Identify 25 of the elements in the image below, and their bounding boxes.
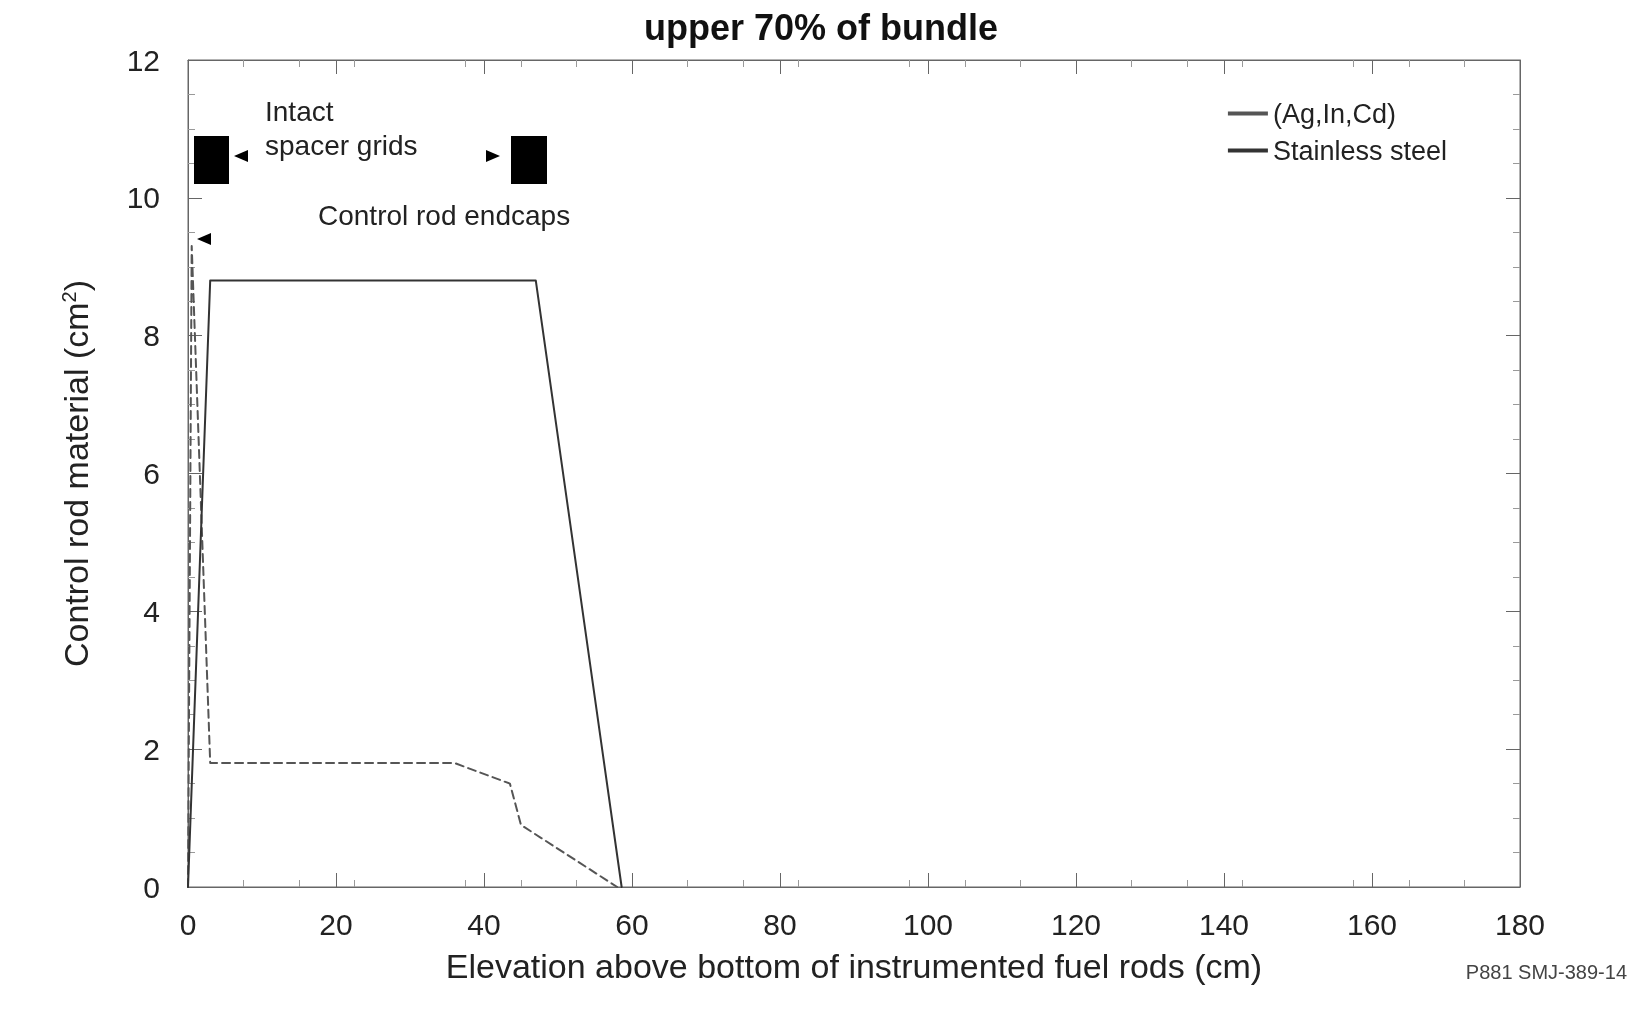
x-axis-title: Elevation above bottom of instrumented fuel rods (cm) — [445, 947, 1263, 985]
x-tick-label: 20 — [319, 907, 353, 941]
x-tick-label: 40 — [467, 907, 501, 941]
y-tick-label: 4 — [143, 594, 160, 628]
y-tick-label: 2 — [143, 732, 160, 766]
x-tick-label: 140 — [1198, 907, 1250, 941]
y-tick-label: 0 — [143, 870, 160, 904]
text: P881 SMJ-389-14 — [1465, 961, 1627, 983]
y-tick-label: 10 — [126, 181, 160, 215]
x-tick-label: 60 — [615, 907, 649, 941]
legend-label: (Ag,In,Cd) — [1272, 98, 1396, 129]
x-tick-label: 180 — [1494, 907, 1546, 941]
x-tick-label: 0 — [179, 907, 197, 941]
y-tick-label: 6 — [143, 457, 160, 490]
annotation: Control rod endcaps — [318, 199, 571, 231]
legend-label: Stainless steel — [1272, 135, 1447, 166]
y-axis-title: Control rod material (cm2) — [57, 279, 95, 668]
annotation: Intact spacer grids — [265, 95, 418, 161]
x-tick-label: 120 — [1050, 907, 1102, 941]
y-tick-label: 8 — [143, 319, 160, 353]
x-tick-label: 80 — [763, 907, 797, 941]
y-tick-label: 12 — [126, 43, 160, 77]
chart-title: upper 70% of bundle — [643, 6, 999, 48]
x-tick-label: 100 — [902, 907, 954, 941]
x-tick-label: 160 — [1346, 907, 1398, 941]
